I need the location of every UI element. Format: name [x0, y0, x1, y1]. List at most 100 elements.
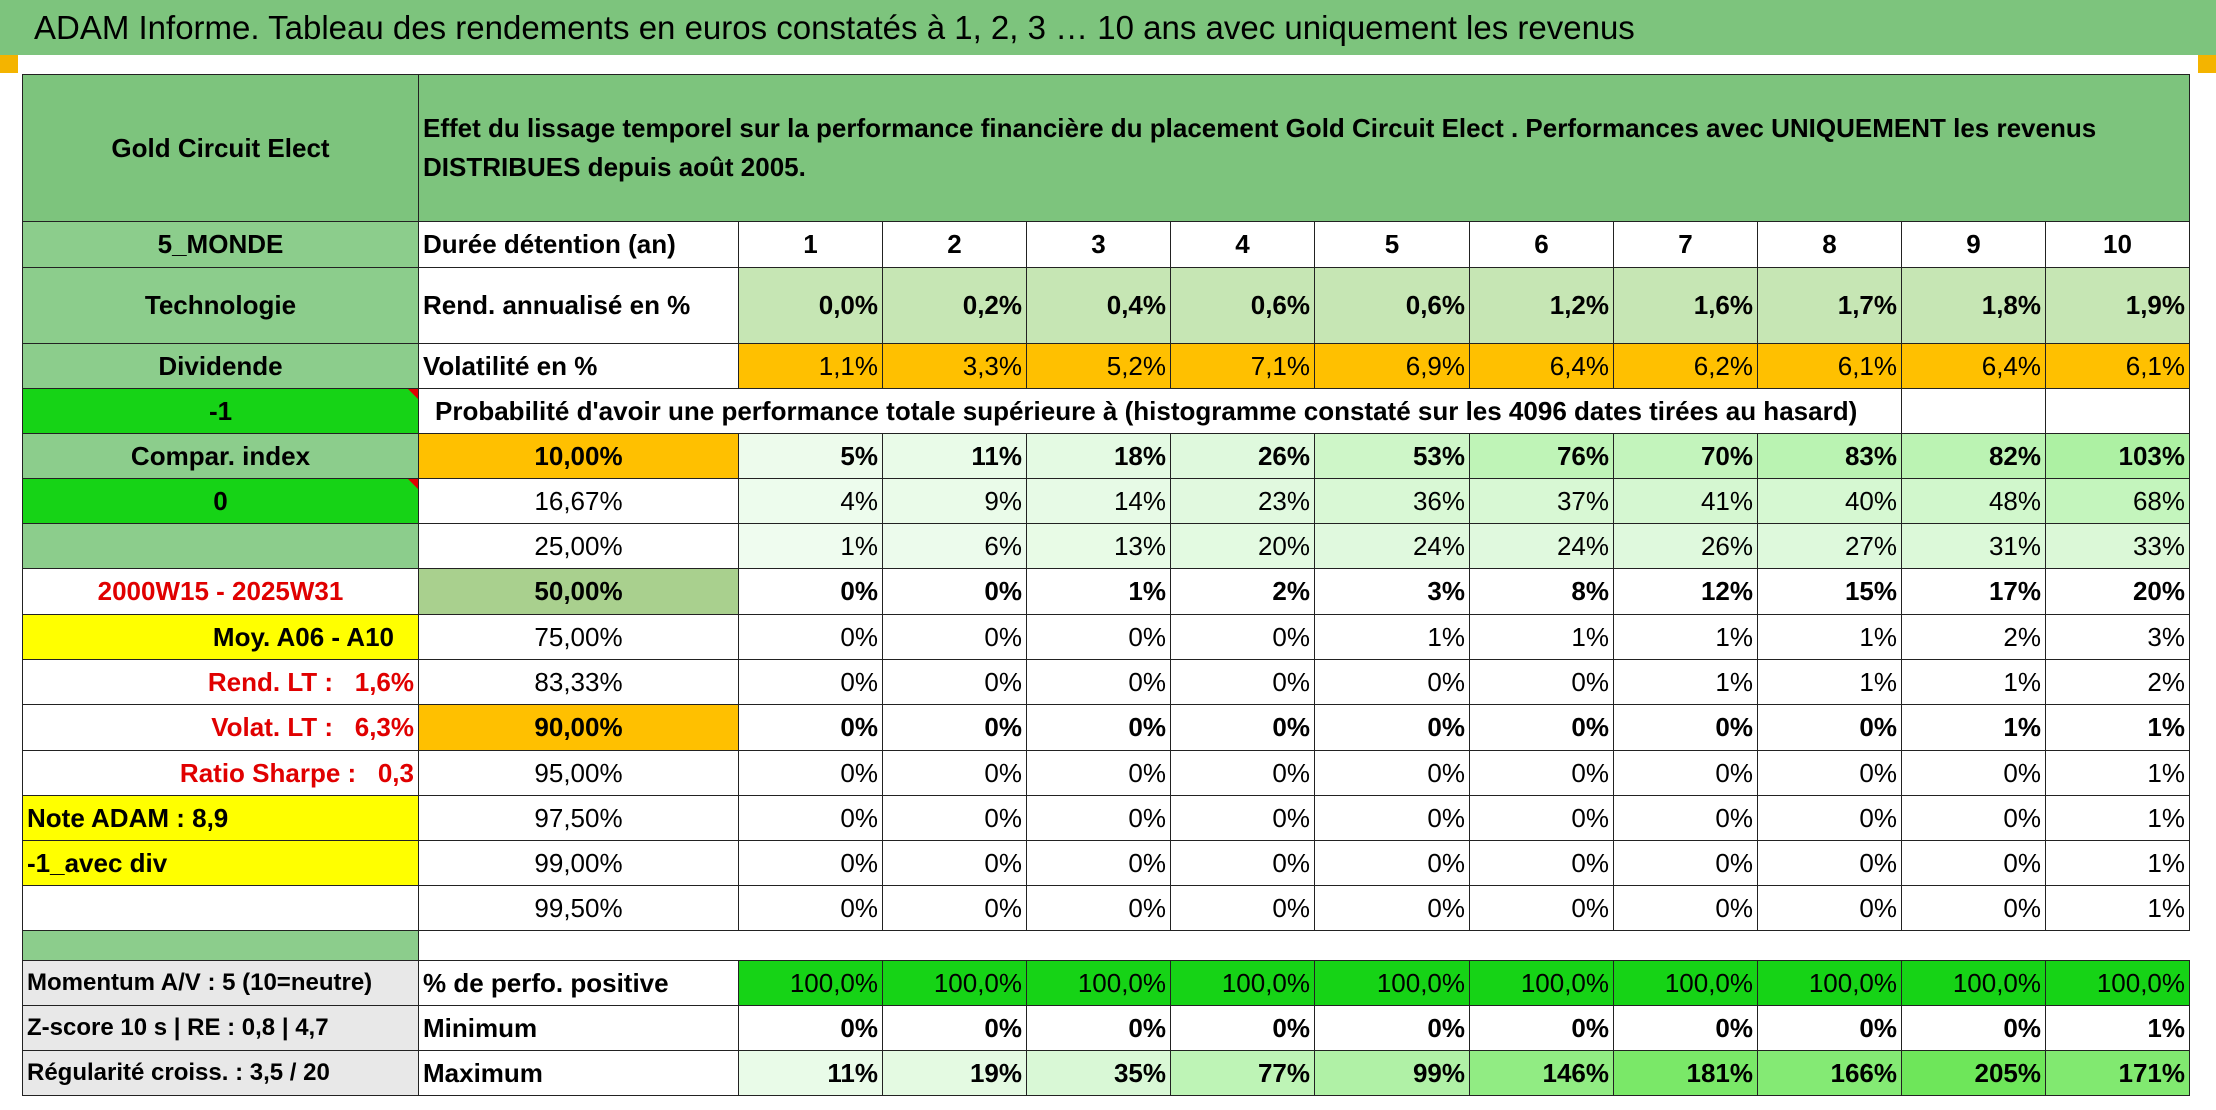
prob-cell: 11% [882, 433, 1027, 479]
prob-cell: 0% [1314, 704, 1470, 751]
prob-cell: 41% [1613, 478, 1758, 524]
prob-cell: 31% [1901, 523, 2046, 569]
min-cell: 0% [1613, 1005, 1758, 1051]
prob-cell: 0% [1170, 840, 1315, 886]
max-cell: 19% [882, 1050, 1027, 1096]
year-header: 9 [1901, 221, 2046, 268]
corner-mark-left [0, 55, 18, 73]
performance-table: Gold Circuit Elect Effet du lissage temp… [22, 74, 2190, 1096]
prob-cell: 0% [1613, 840, 1758, 886]
prob-cell: 3% [2045, 614, 2190, 660]
prob-cell: 0% [1901, 885, 2046, 931]
prob-row: 0 16,67% 4% 9% 14% 23% 36% 37% 41% 40% 4… [22, 478, 2190, 524]
pos-cell: 100,0% [1469, 960, 1614, 1006]
prob-cell: 1% [1757, 659, 1902, 705]
pos-cell: 100,0% [738, 960, 883, 1006]
volat-lt-cell: Volat. LT : 6,3% [22, 704, 419, 751]
prob-row: 2000W15 - 2025W31 50,00% 0% 0% 1% 2% 3% … [22, 568, 2190, 615]
prob-cell: 0% [1613, 750, 1758, 796]
prob-cell: 24% [1314, 523, 1470, 569]
year-header: 5 [1314, 221, 1470, 268]
prob-cell: 0% [1026, 704, 1171, 751]
note-label: Note ADAM : 8,9 [22, 795, 419, 841]
prob-cell: 0% [1469, 659, 1614, 705]
rend-cell: 0,4% [1026, 267, 1171, 344]
sharpe-value: 0,3 [377, 757, 414, 788]
prob-cell: 0% [738, 750, 883, 796]
rend-cell: 0,0% [738, 267, 883, 344]
rend-cell: 1,8% [1901, 267, 2046, 344]
prob-cell: 0% [882, 659, 1027, 705]
prob-cell: 23% [1170, 478, 1315, 524]
prob-cell: 36% [1314, 478, 1470, 524]
prob-cell: 1% [1026, 568, 1171, 615]
prob-cell: 0% [1757, 885, 1902, 931]
code-cell: -1 [22, 388, 419, 434]
prob-cell: 15% [1757, 568, 1902, 615]
prob-cell: 27% [1757, 523, 1902, 569]
prob-cell: 0% [1026, 840, 1171, 886]
rend-cell: 0,2% [882, 267, 1027, 344]
prob-cell: 0% [1170, 659, 1315, 705]
prob-row: Note ADAM : 8,9 97,50% 0% 0% 0% 0% 0% 0%… [22, 795, 2190, 841]
prob-cell: 5% [738, 433, 883, 479]
duree-label: Durée détention (an) [418, 221, 739, 268]
prob-cell: 0% [1469, 885, 1614, 931]
prob-row: Rend. LT : 1,6% 83,33% 0% 0% 0% 0% 0% 0%… [22, 659, 2190, 705]
threshold-cell: 99,00% [418, 840, 739, 886]
prob-cell: 0% [1026, 795, 1171, 841]
max-cell: 166% [1757, 1050, 1902, 1096]
prob-cell: 0% [1170, 614, 1315, 660]
prob-cell: 0% [1757, 750, 1902, 796]
pos-cell: 100,0% [1026, 960, 1171, 1006]
year-header: 6 [1469, 221, 1614, 268]
prob-cell: 0% [738, 704, 883, 751]
prob-cell: 26% [1170, 433, 1315, 479]
rend-cell: 1,6% [1613, 267, 1758, 344]
min-cell: 0% [1026, 1005, 1171, 1051]
year-header: 7 [1613, 221, 1758, 268]
threshold-cell: 97,50% [418, 795, 739, 841]
year-header: 8 [1757, 221, 1902, 268]
threshold-cell: 95,00% [418, 750, 739, 796]
prob-cell: 0% [1469, 750, 1614, 796]
rend-lt-value: 1,6% [354, 666, 414, 697]
prob-cell: 1% [1757, 614, 1902, 660]
min-cell: 0% [1757, 1005, 1902, 1051]
min-cell: 1% [2045, 1005, 2190, 1051]
prob-cell: 0% [1026, 750, 1171, 796]
prob-cell: 2% [1170, 568, 1315, 615]
pos-cell: 100,0% [1901, 960, 2046, 1006]
type-label: Dividende [22, 343, 419, 389]
min-cell: 0% [1901, 1005, 2046, 1051]
min-cell: 0% [882, 1005, 1027, 1051]
prob-cell: 4% [738, 478, 883, 524]
year-header: 2 [882, 221, 1027, 268]
prob-cell: 0% [882, 750, 1027, 796]
prob-cell: 0% [882, 795, 1027, 841]
prob-cell: 0% [1613, 704, 1758, 751]
threshold-cell: 83,33% [418, 659, 739, 705]
max-cell: 99% [1314, 1050, 1470, 1096]
prob-cell: 0% [1170, 704, 1315, 751]
prob-cell: 0% [1901, 750, 2046, 796]
prob-cell: 17% [1901, 568, 2046, 615]
prob-cell: 0% [738, 795, 883, 841]
pos-cell: 100,0% [1757, 960, 1902, 1006]
prob-cell: 2% [2045, 659, 2190, 705]
rend-cell: 0,6% [1314, 267, 1470, 344]
prob-cell: 0% [738, 840, 883, 886]
prob-cell: 1% [1314, 614, 1470, 660]
zone-label: 5_MONDE [22, 221, 419, 268]
rend-lt-cell: Rend. LT : 1,6% [22, 659, 419, 705]
prob-cell: 70% [1613, 433, 1758, 479]
prob-cell: 0% [1314, 750, 1470, 796]
prob-row: -1_avec div 99,00% 0% 0% 0% 0% 0% 0% 0% … [22, 840, 2190, 886]
prob-cell: 2% [1901, 614, 2046, 660]
vol-cell: 3,3% [882, 343, 1027, 389]
max-cell: 77% [1170, 1050, 1315, 1096]
prob-cell: 0% [1469, 840, 1614, 886]
threshold-cell: 10,00% [418, 433, 739, 479]
prob-cell: 0% [738, 614, 883, 660]
prob-cell: 0% [1170, 795, 1315, 841]
